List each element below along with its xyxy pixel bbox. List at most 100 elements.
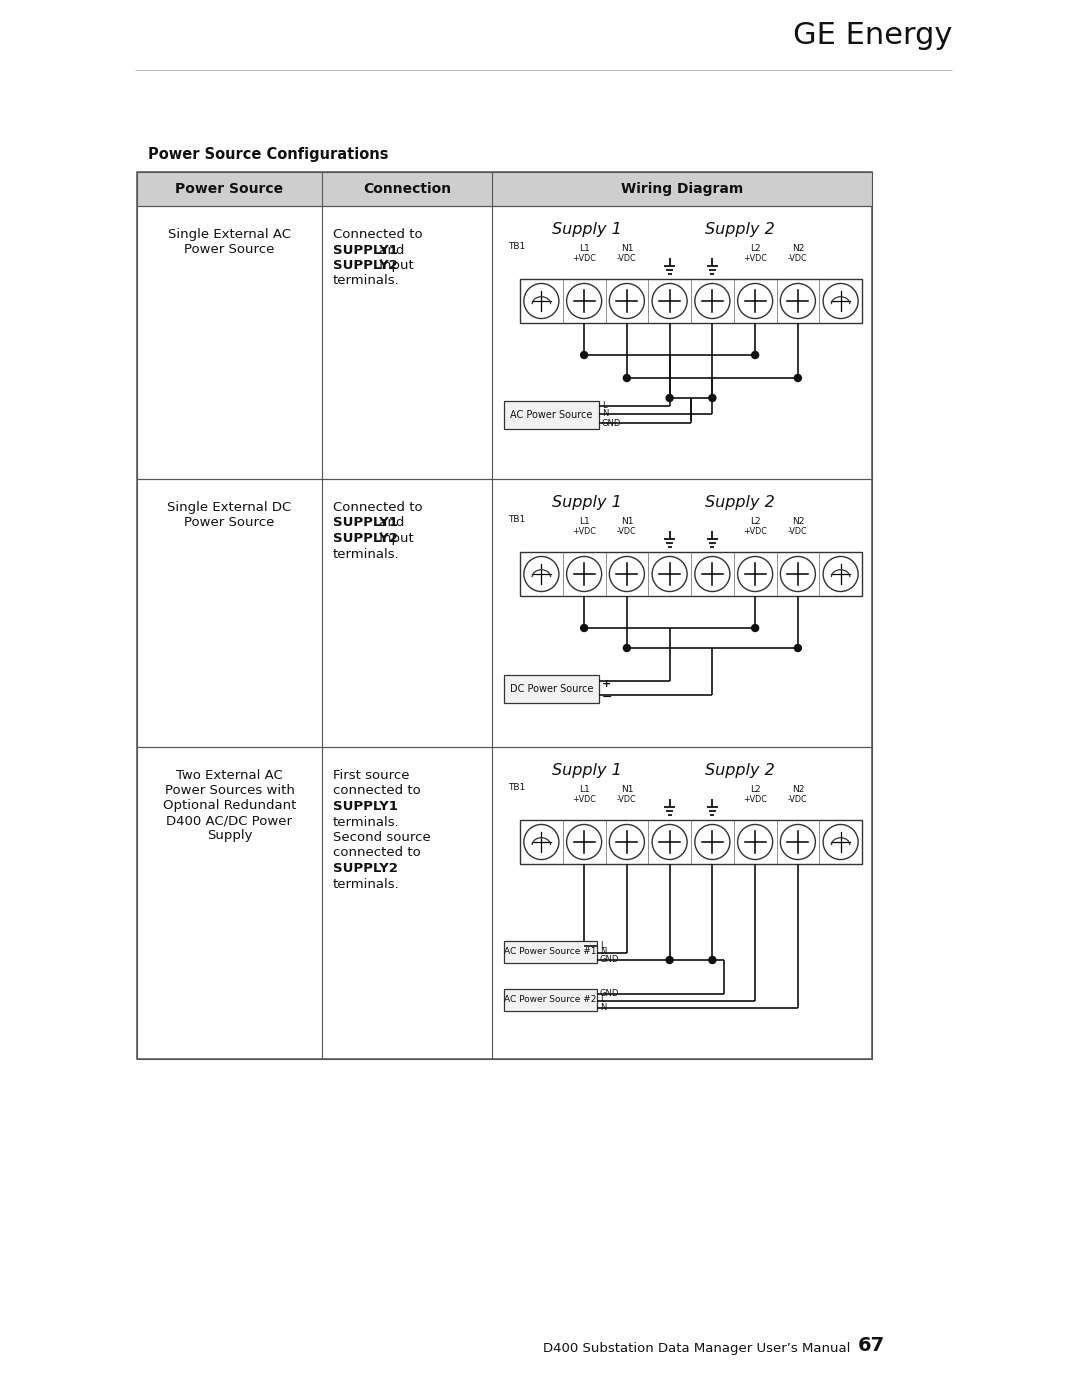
Text: L: L xyxy=(600,940,605,950)
Text: +VDC: +VDC xyxy=(743,527,767,536)
Text: TB1: TB1 xyxy=(508,515,525,524)
Circle shape xyxy=(666,394,673,401)
Circle shape xyxy=(567,556,602,591)
Text: GE Energy: GE Energy xyxy=(793,21,951,50)
Text: AC Power Source #2: AC Power Source #2 xyxy=(504,996,596,1004)
Circle shape xyxy=(781,556,815,591)
Circle shape xyxy=(652,556,687,591)
Text: SUPPLY2: SUPPLY2 xyxy=(333,258,397,272)
Circle shape xyxy=(581,624,588,631)
Circle shape xyxy=(795,374,801,381)
Text: GND: GND xyxy=(600,954,619,964)
Text: DC Power Source: DC Power Source xyxy=(510,685,593,694)
Text: L2: L2 xyxy=(750,244,760,253)
Text: +VDC: +VDC xyxy=(572,254,596,263)
Text: Two External AC
Power Sources with
Optional Redundant
D400 AC/DC Power
Supply: Two External AC Power Sources with Optio… xyxy=(163,768,296,842)
Circle shape xyxy=(609,556,645,591)
Circle shape xyxy=(708,394,716,401)
Bar xyxy=(137,172,872,1059)
Text: SUPPLY1: SUPPLY1 xyxy=(333,243,397,257)
Circle shape xyxy=(694,824,730,859)
Bar xyxy=(137,205,872,479)
Text: N: N xyxy=(600,1003,606,1011)
Text: Connected to: Connected to xyxy=(333,502,427,514)
Circle shape xyxy=(609,284,645,319)
Text: Single External DC
Power Source: Single External DC Power Source xyxy=(167,502,292,529)
Circle shape xyxy=(752,624,758,631)
Text: Power Source: Power Source xyxy=(175,182,284,196)
Text: N1: N1 xyxy=(621,517,633,527)
Bar xyxy=(519,552,862,597)
Text: -VDC: -VDC xyxy=(617,795,637,805)
Text: -VDC: -VDC xyxy=(788,254,808,263)
Text: terminals.: terminals. xyxy=(333,877,400,890)
Circle shape xyxy=(708,957,716,964)
Text: N2: N2 xyxy=(792,785,805,793)
Text: First source: First source xyxy=(333,768,409,782)
Text: SUPPLY2: SUPPLY2 xyxy=(333,532,397,545)
Text: D400 Substation Data Manager User’s Manual: D400 Substation Data Manager User’s Manu… xyxy=(542,1343,850,1355)
Bar xyxy=(504,989,597,1011)
Bar xyxy=(504,942,597,963)
Text: AC Power Source #1: AC Power Source #1 xyxy=(504,947,597,957)
Circle shape xyxy=(567,284,602,319)
Bar xyxy=(519,820,862,863)
Text: L1: L1 xyxy=(579,517,590,527)
Text: -VDC: -VDC xyxy=(617,254,637,263)
Circle shape xyxy=(524,824,559,859)
Text: L: L xyxy=(600,996,605,1004)
Circle shape xyxy=(524,556,559,591)
Text: N: N xyxy=(600,947,606,957)
Text: Connection: Connection xyxy=(363,182,451,196)
Text: terminals.: terminals. xyxy=(333,548,400,560)
Bar xyxy=(137,747,872,1059)
Circle shape xyxy=(823,284,859,319)
Circle shape xyxy=(623,374,631,381)
Text: -VDC: -VDC xyxy=(788,795,808,805)
Text: -VDC: -VDC xyxy=(617,527,637,536)
Text: Single External AC
Power Source: Single External AC Power Source xyxy=(168,228,291,256)
Text: SUPPLY1: SUPPLY1 xyxy=(333,517,397,529)
Text: Supply 2: Supply 2 xyxy=(705,763,774,778)
Text: +VDC: +VDC xyxy=(743,254,767,263)
Text: +VDC: +VDC xyxy=(572,527,596,536)
Text: N: N xyxy=(602,409,608,419)
Circle shape xyxy=(738,556,772,591)
Text: and: and xyxy=(375,517,404,529)
Text: SUPPLY1: SUPPLY1 xyxy=(333,800,397,813)
Bar xyxy=(137,172,872,205)
Text: +VDC: +VDC xyxy=(743,795,767,805)
Text: +VDC: +VDC xyxy=(572,795,596,805)
Text: L2: L2 xyxy=(750,785,760,793)
Circle shape xyxy=(823,824,859,859)
Circle shape xyxy=(623,644,631,651)
Circle shape xyxy=(581,352,588,359)
Circle shape xyxy=(752,352,758,359)
Text: and: and xyxy=(375,243,404,257)
Text: Second source: Second source xyxy=(333,831,431,844)
Circle shape xyxy=(738,284,772,319)
Text: Supply 1: Supply 1 xyxy=(552,222,622,237)
Bar xyxy=(504,675,599,703)
Text: -VDC: -VDC xyxy=(788,527,808,536)
Text: input: input xyxy=(375,258,414,272)
Circle shape xyxy=(694,556,730,591)
Text: connected to: connected to xyxy=(333,785,421,798)
Text: GND: GND xyxy=(602,419,621,427)
Text: N1: N1 xyxy=(621,785,633,793)
Circle shape xyxy=(666,957,673,964)
Text: SUPPLY2: SUPPLY2 xyxy=(333,862,397,875)
Circle shape xyxy=(652,824,687,859)
Text: terminals.: terminals. xyxy=(333,274,400,288)
Text: N2: N2 xyxy=(792,244,805,253)
Text: 67: 67 xyxy=(858,1336,886,1355)
Circle shape xyxy=(524,284,559,319)
Text: Supply 2: Supply 2 xyxy=(705,495,774,510)
Circle shape xyxy=(567,824,602,859)
Text: GND: GND xyxy=(600,989,619,997)
Text: L1: L1 xyxy=(579,785,590,793)
Text: TB1: TB1 xyxy=(508,242,525,251)
Text: Wiring Diagram: Wiring Diagram xyxy=(621,182,743,196)
Circle shape xyxy=(781,824,815,859)
Text: N2: N2 xyxy=(792,517,805,527)
